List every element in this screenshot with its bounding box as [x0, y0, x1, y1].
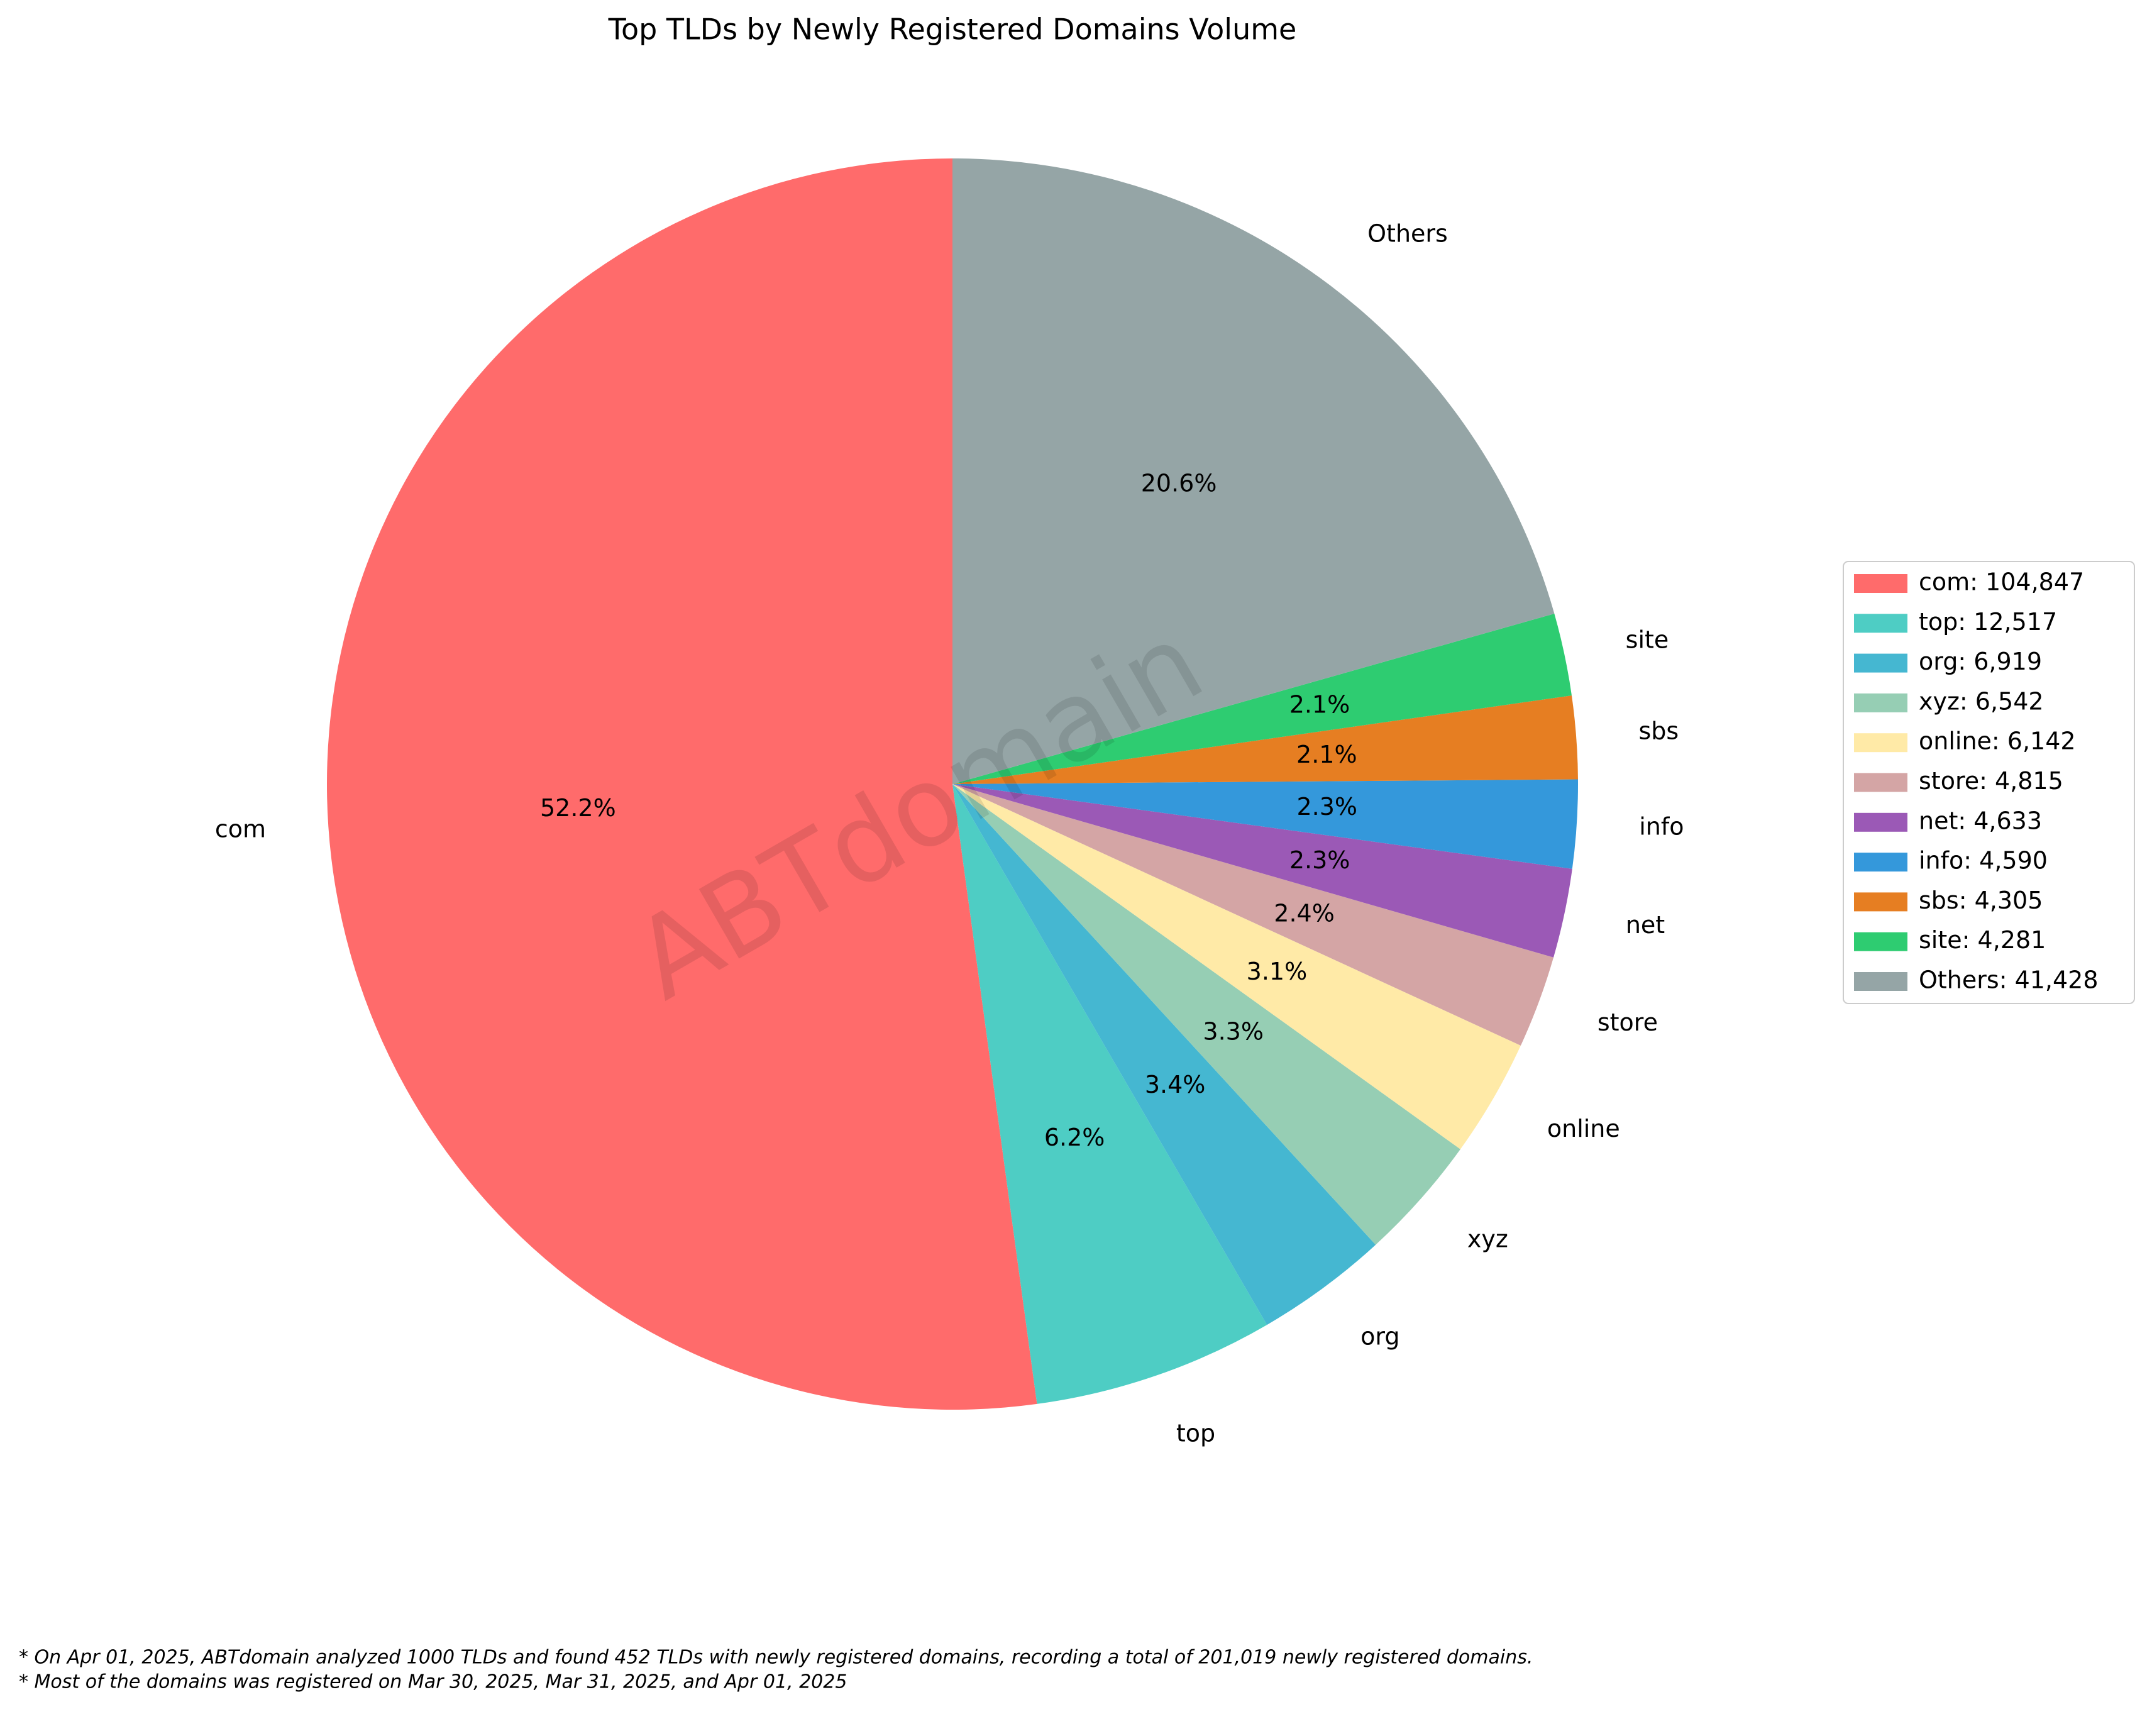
legend-swatch — [1854, 693, 1907, 712]
slice-label: site — [1626, 626, 1669, 653]
pie-slice — [952, 158, 1555, 784]
slice-label: top — [1176, 1420, 1215, 1447]
pie-slice — [952, 779, 1578, 869]
pie-slice — [952, 784, 1460, 1245]
legend-label: info: 4,590 — [1919, 847, 2048, 875]
legend-label: online: 6,142 — [1919, 727, 2076, 755]
slice-label: sbs — [1638, 717, 1679, 745]
legend-swatch — [1854, 733, 1907, 753]
percent-label: 3.1% — [1247, 958, 1308, 985]
legend-label: xyz: 6,542 — [1919, 687, 2044, 715]
percent-label: 6.2% — [1044, 1124, 1105, 1151]
footnote: * Most of the domains was registered on … — [19, 1671, 847, 1693]
legend-label: org: 6,919 — [1919, 648, 2042, 675]
legend: com: 104,847 top: 12,517 org: 6,919 xyz: 6,… — [1843, 561, 2135, 1004]
pie-slice — [952, 613, 1572, 784]
slice-label: net — [1626, 911, 1665, 939]
legend-swatch — [1854, 773, 1907, 792]
footnote: * On Apr 01, 2025, ABTdomain analyzed 10… — [19, 1647, 1533, 1669]
legend-swatch — [1854, 653, 1907, 673]
percent-label: 52.2% — [540, 794, 616, 822]
slice-label: store — [1597, 1009, 1658, 1036]
legend-label: sbs: 4,305 — [1919, 887, 2043, 914]
legend-label: com: 104,847 — [1919, 568, 2084, 596]
slice-label: org — [1360, 1323, 1399, 1351]
percent-label: 2.1% — [1296, 741, 1357, 768]
pie-slice — [327, 158, 1037, 1410]
slice-label: online — [1547, 1115, 1620, 1142]
legend-swatch — [1854, 972, 1907, 991]
legend-swatch — [1854, 614, 1907, 633]
legend-label: net: 4,633 — [1919, 807, 2042, 834]
legend-swatch — [1854, 812, 1907, 832]
legend-label: top: 12,517 — [1919, 608, 2057, 636]
percent-label: 3.3% — [1203, 1018, 1264, 1046]
pie-slice — [952, 784, 1572, 958]
percent-label: 2.3% — [1289, 846, 1350, 874]
pie: com 52.2% top 6.2% org 3.4% xyz 3.3% online 3.1% s… — [215, 158, 1684, 1447]
slice-label: Others — [1367, 220, 1448, 248]
legend-label: site: 4,281 — [1919, 926, 2046, 954]
legend-label: Others: 41,428 — [1919, 966, 2099, 994]
slice-label: info — [1639, 813, 1684, 841]
percent-label: 2.3% — [1296, 793, 1357, 821]
percent-label: 2.1% — [1289, 691, 1350, 719]
pie-slice — [952, 784, 1376, 1325]
legend-label: store: 4,815 — [1919, 767, 2063, 795]
percent-label: 3.4% — [1145, 1071, 1206, 1098]
percent-label: 2.4% — [1274, 900, 1335, 927]
chart-title: Top TLDs by Newly Registered Domains Vol… — [608, 13, 1297, 47]
pie-slice — [952, 784, 1267, 1404]
legend-swatch — [1854, 853, 1907, 872]
legend-frame — [1843, 561, 2135, 1004]
pie-slice — [952, 784, 1521, 1149]
percent-label: 20.6% — [1141, 469, 1217, 497]
legend-swatch — [1854, 892, 1907, 912]
slice-label: com — [215, 815, 266, 843]
legend-swatch — [1854, 932, 1907, 951]
pie-slice — [952, 695, 1578, 784]
pie-slice — [952, 784, 1554, 1046]
legend-swatch — [1854, 574, 1907, 593]
slice-label: xyz — [1467, 1225, 1508, 1253]
